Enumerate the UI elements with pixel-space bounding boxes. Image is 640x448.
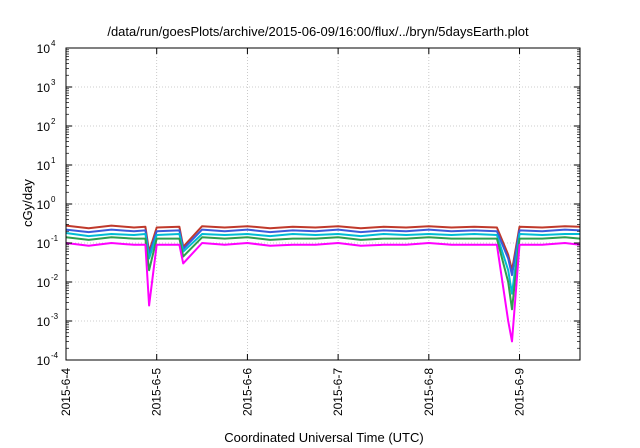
y-tick-label: 10	[37, 354, 51, 368]
y-tick-label: 10	[37, 276, 51, 290]
y-tick-label: 10	[37, 81, 51, 95]
x-tick-label: 2015-6-9	[513, 368, 527, 416]
y-tick-exponent: 4	[51, 39, 56, 48]
x-tick-label: 2015-6-7	[331, 368, 345, 416]
y-tick-exponent: 1	[51, 156, 56, 165]
series-line	[65, 232, 580, 295]
y-tick-label: 10	[37, 120, 51, 134]
x-tick-label: 2015-6-4	[59, 368, 73, 416]
x-tick-label: 2015-6-8	[422, 368, 436, 416]
x-tick-label: 2015-6-5	[150, 368, 164, 416]
y-tick-exponent: 3	[51, 78, 56, 87]
y-tick-exponent: 2	[51, 117, 56, 126]
y-tick-label: 10	[37, 198, 51, 212]
series-line	[65, 236, 581, 311]
x-tick-label: 2015-6-6	[240, 368, 254, 416]
chart-title: /data/run/goesPlots/archive/2015-06-09/1…	[107, 24, 529, 39]
y-tick-label: 10	[37, 237, 51, 251]
y-tick-exponent: -4	[51, 351, 59, 360]
y-tick-label: 10	[37, 159, 51, 173]
y-axis-label: cGy/day	[20, 179, 35, 227]
y-tick-exponent: 0	[51, 195, 56, 204]
plot-frame	[65, 47, 581, 361]
y-tick-exponent: -3	[51, 312, 59, 321]
grid	[65, 47, 580, 361]
y-tick-label: 10	[37, 42, 51, 56]
y-tick-label: 10	[37, 315, 51, 329]
x-axis-label: Coordinated Universal Time (UTC)	[224, 430, 423, 445]
series-line	[65, 242, 581, 343]
y-tick-exponent: -2	[51, 273, 59, 282]
y-tick-exponent: -1	[51, 234, 59, 243]
series-lines	[65, 224, 581, 343]
